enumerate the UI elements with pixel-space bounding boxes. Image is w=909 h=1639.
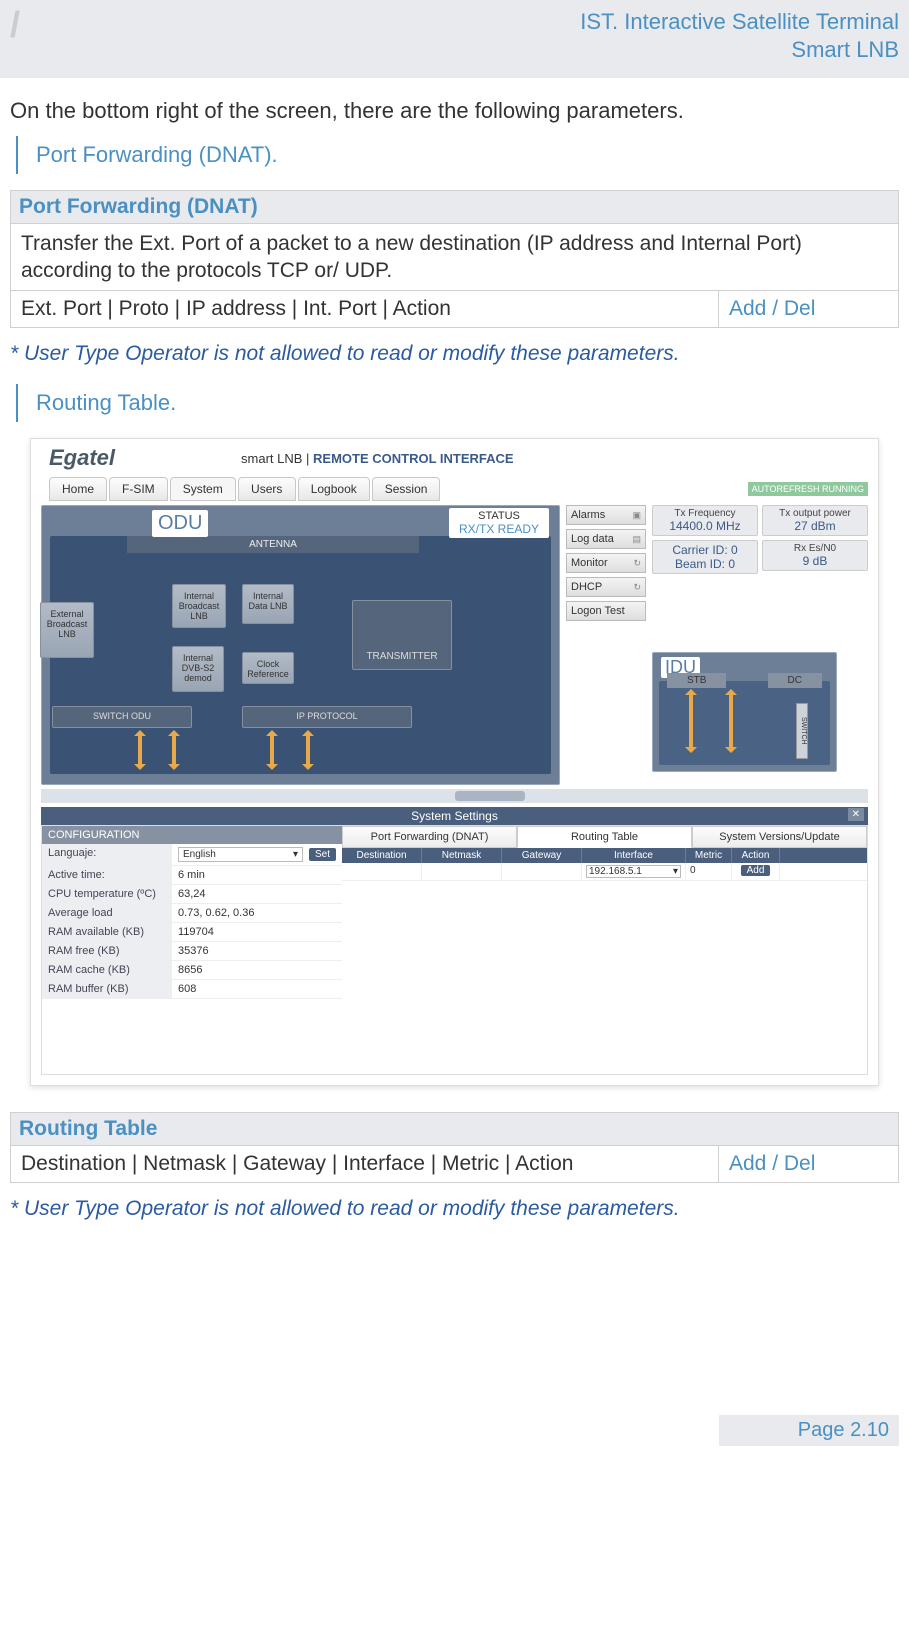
arrow-4 [306, 732, 310, 768]
box2-action: Add / Del [718, 1146, 898, 1182]
arrow-3 [270, 732, 274, 768]
btn-dhcp[interactable]: DHCP↻ [566, 577, 646, 597]
routing-input-row: 192.168.5.1▾ 0 Add [342, 863, 867, 881]
odu-inner [50, 536, 551, 774]
routing-table-grid: Destination Netmask Gateway Interface Me… [342, 848, 867, 881]
log-icon: ▤ [632, 534, 641, 545]
config-row: RAM buffer (KB)608 [42, 980, 342, 999]
block-clock-ref[interactable]: Clock Reference [242, 652, 294, 684]
tab-system[interactable]: System [170, 477, 236, 501]
system-settings-bar: System Settings ✕ [41, 807, 868, 825]
intro-text: On the bottom right of the screen, there… [10, 96, 899, 126]
box1-title: Port Forwarding (DNAT) [11, 191, 898, 223]
config-row: RAM available (KB)119704 [42, 923, 342, 942]
odu-panel: ODU STATUS RX/TX READY ANTENNA Rx RF Ext… [41, 505, 560, 785]
input-metric[interactable]: 0 [686, 863, 732, 880]
app-subtitle: smart LNB | REMOTE CONTROL INTERFACE [241, 451, 514, 466]
logo-watermark: / [10, 4, 20, 46]
section-routing-table: Routing Table. [16, 384, 899, 422]
arrow-1 [138, 732, 142, 768]
block-transmitter[interactable]: TRANSMITTER [352, 600, 452, 670]
odu-label: ODU [152, 510, 208, 537]
chevron-down-icon: ▾ [673, 866, 678, 877]
operator-note-1: * User Type Operator is not allowed to r… [10, 342, 899, 366]
block-external-lnb[interactable]: External Broadcast LNB [40, 602, 94, 658]
block-ip-protocol[interactable]: IP PROTOCOL [242, 706, 412, 728]
config-title: CONFIGURATION [42, 826, 342, 844]
app-logo: Egatel [49, 445, 115, 471]
page-number: Page 2.10 [719, 1415, 899, 1446]
status-value: RX/TX READY [459, 522, 539, 536]
box1-action: Add / Del [718, 291, 898, 327]
block-dvb-demod[interactable]: Internal DVB-S2 demod [172, 646, 224, 692]
scrollbar-hint[interactable] [41, 789, 868, 803]
idu-arrow-1 [689, 691, 693, 751]
subtitle-prefix: smart LNB | [241, 451, 313, 466]
routing-table-box: Routing Table Destination | Netmask | Ga… [10, 1112, 899, 1183]
info-rx-esn0: Rx Es/N0 9 dB [762, 540, 868, 571]
port-forwarding-box: Port Forwarding (DNAT) Transfer the Ext.… [10, 190, 899, 329]
section-port-forwarding: Port Forwarding (DNAT). [16, 136, 899, 174]
btn-alarms[interactable]: Alarms▣ [566, 505, 646, 525]
add-button[interactable]: Add [741, 865, 771, 876]
btn-logdata[interactable]: Log data▤ [566, 529, 646, 549]
config-row: RAM free (KB)35376 [42, 942, 342, 961]
block-switch-odu[interactable]: SWITCH ODU [52, 706, 192, 728]
monitor-icon: ↻ [633, 558, 641, 569]
configuration-panel: CONFIGURATION Languaje:English▾SetActive… [42, 826, 342, 1074]
tab-logbook[interactable]: Logbook [298, 477, 370, 501]
alarm-icon: ▣ [632, 510, 641, 521]
config-row: Active time:6 min [42, 866, 342, 885]
tab-fsim[interactable]: F-SIM [109, 477, 168, 501]
box2-columns: Destination | Netmask | Gateway | Interf… [11, 1146, 718, 1182]
tab-home[interactable]: Home [49, 477, 107, 501]
header-title-line2: Smart LNB [10, 37, 899, 63]
status-label: STATUS [459, 510, 539, 522]
language-select[interactable]: English▾ [178, 847, 303, 862]
config-row: Languaje:English▾Set [42, 844, 342, 866]
set-button[interactable]: Set [309, 848, 336, 861]
info-tx-power: Tx output power 27 dBm [762, 505, 868, 536]
info-tx-freq: Tx Frequency 14400.0 MHz [652, 505, 758, 536]
embedded-screenshot: Egatel smart LNB | REMOTE CONTROL INTERF… [30, 438, 879, 1086]
tab3-versions[interactable]: System Versions/Update [692, 826, 867, 848]
info-carrier-beam: Carrier ID: 0 Beam ID: 0 [652, 540, 758, 574]
box2-title: Routing Table [11, 1113, 898, 1145]
idu-panel: IDU STB DC SWITCH [652, 652, 837, 772]
block-data-lnb[interactable]: Internal Data LNB [242, 584, 294, 624]
input-gateway[interactable] [502, 863, 582, 880]
arrow-2 [172, 732, 176, 768]
tab-session[interactable]: Session [372, 477, 441, 501]
settings-tabs: Port Forwarding (DNAT) Routing Table Sys… [342, 826, 867, 1074]
dhcp-icon: ↻ [633, 582, 641, 593]
tab3-routing[interactable]: Routing Table [517, 826, 692, 848]
operator-note-2: * User Type Operator is not allowed to r… [10, 1197, 899, 1221]
idu-arrow-2 [729, 691, 733, 751]
page-header: / IST. Interactive Satellite Terminal Sm… [0, 0, 909, 78]
btn-logontest[interactable]: Logon Test [566, 601, 646, 621]
btn-monitor[interactable]: Monitor↻ [566, 553, 646, 573]
tab3-port-fwd[interactable]: Port Forwarding (DNAT) [342, 826, 517, 848]
tab-users[interactable]: Users [238, 477, 296, 501]
status-box: STATUS RX/TX READY [449, 508, 549, 538]
close-icon[interactable]: ✕ [848, 808, 864, 821]
config-row: RAM cache (KB)8656 [42, 961, 342, 980]
input-netmask[interactable] [422, 863, 502, 880]
side-buttons: Alarms▣ Log data▤ Monitor↻ DHCP↻ Logon T… [566, 505, 646, 785]
idu-dc: DC [768, 673, 822, 688]
input-destination[interactable] [342, 863, 422, 880]
block-internal-lnb[interactable]: Internal Broadcast LNB [172, 584, 226, 628]
box1-desc: Transfer the Ext. Port of a packet to a … [11, 223, 898, 291]
autorefresh-badge: AUTOREFRESH RUNNING [748, 482, 868, 496]
page-footer: Page 2.10 [0, 1409, 909, 1452]
subtitle-bold: REMOTE CONTROL INTERFACE [313, 451, 514, 466]
box1-columns: Ext. Port | Proto | IP address | Int. Po… [11, 291, 718, 327]
idu-switch: SWITCH [796, 703, 808, 759]
header-title-line1: IST. Interactive Satellite Terminal [10, 8, 899, 37]
config-row: CPU temperature (ºC)63,24 [42, 885, 342, 904]
config-row: Average load0.73, 0.62, 0.36 [42, 904, 342, 923]
main-tabs: Home F-SIM System Users Logbook Session … [31, 471, 878, 501]
select-interface[interactable]: 192.168.5.1▾ [582, 863, 686, 880]
antenna-bar: ANTENNA [127, 536, 419, 553]
